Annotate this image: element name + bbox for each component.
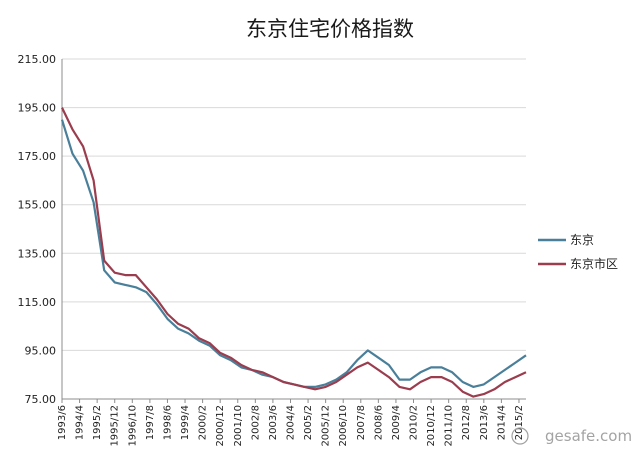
y-tick-label: 215.00: [18, 53, 57, 66]
watermark-text: gesafe.com: [545, 427, 632, 445]
series-layer: [60, 107, 527, 398]
x-tick-label: 1995/12: [110, 405, 121, 447]
grid-layer: [62, 58, 526, 351]
x-tick-label: 2010/12: [426, 405, 437, 447]
x-tick-label: 2009/4: [391, 405, 402, 440]
x-tick-label: 2003/6: [268, 405, 279, 440]
legend-label: 东京市区: [570, 256, 618, 271]
chart-title: 东京住宅价格指数: [246, 17, 414, 41]
x-tick-label: 2005/2: [303, 405, 314, 440]
y-tick-label: 195.00: [18, 102, 57, 115]
x-tick-label: 2004/4: [285, 405, 296, 440]
series-line-2: [61, 107, 527, 398]
x-tick-label: 2015/2: [514, 405, 525, 440]
x-tick-label: 2007/8: [356, 405, 367, 440]
x-tick-label: 2000/12: [215, 405, 226, 447]
x-tick-label: 2014/4: [496, 405, 507, 440]
y-tick-label: 135.00: [18, 247, 57, 260]
x-tick-label: 1998/6: [162, 405, 173, 440]
x-tick-label: 2013/6: [479, 405, 490, 440]
x-tick-label: 2010/2: [409, 405, 420, 440]
y-tick-label: 75.00: [25, 393, 57, 406]
x-tick-label: 2005/12: [321, 405, 332, 447]
legend-label: 东京: [570, 233, 594, 247]
x-tick-label: 1995/2: [92, 405, 103, 440]
x-tick-label: 1997/8: [145, 405, 156, 440]
x-tick-label: 2012/8: [461, 405, 472, 440]
x-tick-label: 2001/10: [233, 405, 244, 447]
y-tick-label: 175.00: [18, 150, 57, 163]
y-tick-label: 95.00: [25, 344, 57, 357]
x-tick-label: 2011/10: [444, 405, 455, 447]
x-tick-label: 2008/6: [373, 405, 384, 440]
watermark: gesafe.com: [511, 427, 632, 445]
x-tick-label: 1996/10: [127, 405, 138, 447]
watermark-icon: [511, 427, 529, 445]
x-tick-label: 1993/6: [57, 405, 68, 440]
y-tick-label: 155.00: [18, 199, 57, 212]
x-tick-label: 2000/2: [198, 405, 209, 440]
x-tick-label: 1994/4: [75, 405, 86, 440]
x-tick-label: 2006/10: [338, 405, 349, 447]
y-tick-label: 115.00: [18, 296, 57, 309]
axes-layer: 215.00 195.00 175.00 155.00 135.00 115.00 95.0…: [18, 53, 526, 447]
x-tick-label: 2002/8: [250, 405, 261, 440]
x-tick-label: 1999/4: [180, 405, 191, 440]
